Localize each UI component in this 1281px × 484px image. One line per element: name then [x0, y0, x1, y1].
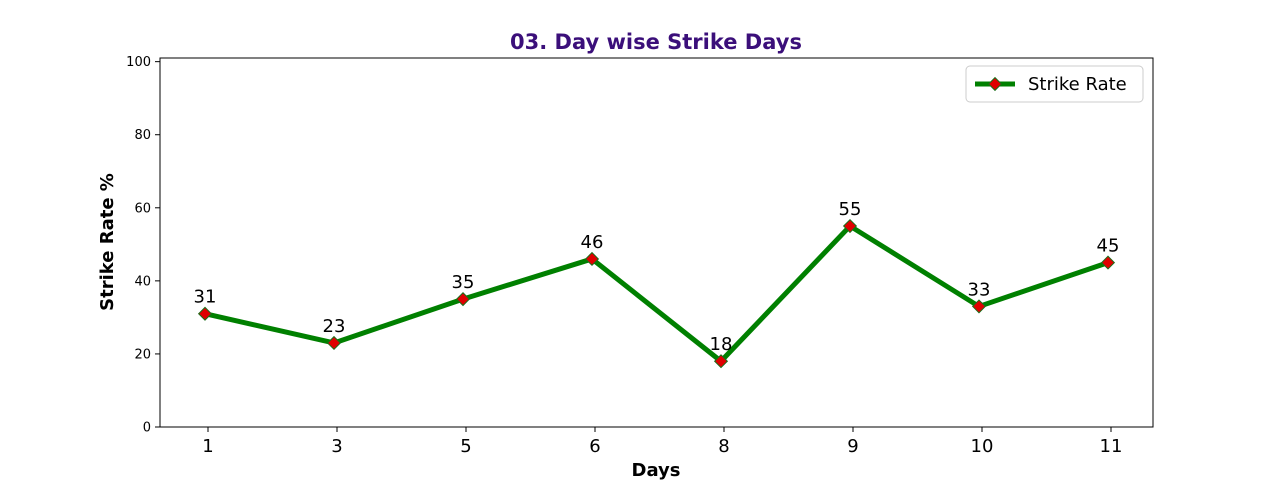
data-label: 23 [323, 316, 346, 337]
data-point-marker [455, 292, 471, 307]
x-tick-label: 8 [718, 436, 729, 457]
data-point-marker [971, 299, 987, 314]
data-label: 35 [452, 272, 475, 293]
plot-frame [159, 57, 1154, 428]
y-tick-label: 0 [143, 421, 151, 436]
y-axis-label: Strike Rate % [97, 173, 118, 311]
x-tick-label: 3 [331, 436, 342, 457]
data-label: 46 [581, 232, 604, 253]
x-tick-label: 10 [971, 436, 994, 457]
data-label: 33 [968, 279, 991, 300]
x-tick-label: 1 [202, 436, 213, 457]
legend-box [965, 65, 1144, 103]
x-tick-label: 6 [589, 436, 600, 457]
y-axis-ticks: 0 20 40 60 80 100 [126, 55, 160, 436]
chart-title: 03. Day wise Strike Days [510, 30, 802, 54]
data-point-marker [842, 218, 858, 234]
data-label: 45 [1097, 236, 1120, 257]
data-label: 18 [710, 334, 733, 355]
y-tick-label: 80 [134, 128, 151, 143]
data-label: 31 [194, 287, 217, 308]
legend-marker-swatch [987, 76, 1003, 92]
series-line [202, 223, 1111, 364]
legend-label: Strike Rate [1028, 74, 1127, 95]
data-point-marker [584, 251, 600, 267]
x-tick-label: 11 [1100, 436, 1123, 457]
data-point-marker [713, 354, 729, 369]
y-tick-label: 60 [134, 201, 151, 216]
x-axis-ticks: 1 3 5 6 8 9 10 11 [202, 427, 1122, 457]
y-tick-label: 40 [134, 274, 151, 289]
data-point-marker [326, 335, 342, 351]
data-labels: 31 23 35 46 18 55 33 45 [194, 199, 1120, 355]
series-strike-rate [197, 218, 1116, 369]
legend: Strike Rate [965, 65, 1144, 103]
data-point-marker [1100, 255, 1116, 270]
y-tick-label: 100 [126, 55, 151, 70]
data-point-marker [197, 306, 213, 321]
x-tick-label: 9 [847, 436, 858, 457]
data-label: 55 [839, 199, 862, 220]
y-tick-label: 20 [134, 347, 151, 362]
x-tick-label: 5 [460, 436, 471, 457]
x-axis-label: Days [632, 460, 681, 480]
